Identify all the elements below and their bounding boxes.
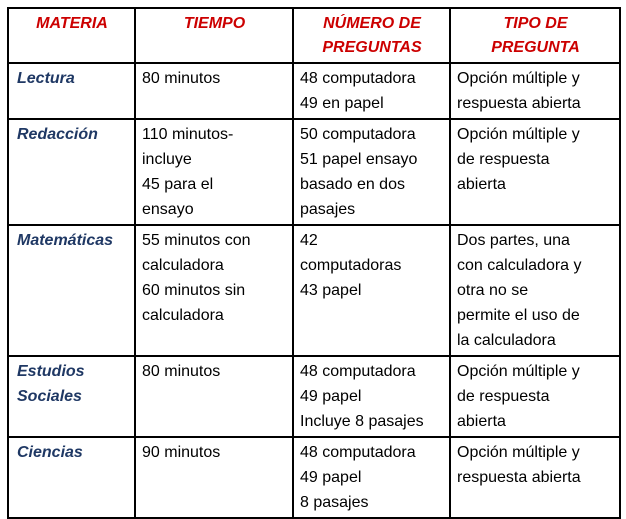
table-row-redaccion: Redacción 110 minutos- incluye 45 para e… bbox=[7, 118, 621, 226]
table-row-estudios-sociales: Estudios Sociales 80 minutos 48 computad… bbox=[7, 355, 621, 438]
tiempo-cell: 55 minutos con calculadora 60 minutos si… bbox=[134, 224, 294, 357]
column-header-tiempo: TIEMPO bbox=[134, 7, 294, 64]
column-header-numero-de-preguntas: NÚMERO DE PREGUNTAS bbox=[292, 7, 451, 64]
table-row-matematicas: Matemáticas 55 minutos con calculadora 6… bbox=[7, 224, 621, 357]
table-row-lectura: Lectura 80 minutos 48 computadora 49 en … bbox=[7, 62, 621, 120]
numero-cell: 42 computadoras 43 papel bbox=[292, 224, 451, 357]
tipo-cell: Dos partes, una con calculadora y otra n… bbox=[449, 224, 621, 357]
tiempo-cell: 80 minutos bbox=[134, 62, 294, 120]
exam-subjects-table: MATERIA TIEMPO NÚMERO DE PREGUNTAS TIPO … bbox=[7, 7, 621, 519]
tiempo-cell: 80 minutos bbox=[134, 355, 294, 438]
header-row: MATERIA TIEMPO NÚMERO DE PREGUNTAS TIPO … bbox=[7, 7, 621, 64]
tipo-cell: Opción múltiple y de respuesta abierta bbox=[449, 355, 621, 438]
subject-cell: Lectura bbox=[7, 62, 136, 120]
tipo-cell: Opción múltiple y de respuesta abierta bbox=[449, 118, 621, 226]
subject-cell: Redacción bbox=[7, 118, 136, 226]
column-header-materia: MATERIA bbox=[7, 7, 136, 64]
tiempo-cell: 90 minutos bbox=[134, 436, 294, 519]
table-row-ciencias: Ciencias 90 minutos 48 computadora 49 pa… bbox=[7, 436, 621, 519]
tipo-cell: Opción múltiple y respuesta abierta bbox=[449, 436, 621, 519]
subject-cell: Matemáticas bbox=[7, 224, 136, 357]
tipo-cell: Opción múltiple y respuesta abierta bbox=[449, 62, 621, 120]
subject-cell: Ciencias bbox=[7, 436, 136, 519]
column-header-tipo-de-pregunta: TIPO DE PREGUNTA bbox=[449, 7, 621, 64]
numero-cell: 48 computadora 49 papel 8 pasajes bbox=[292, 436, 451, 519]
numero-cell: 48 computadora 49 papel Incluye 8 pasaje… bbox=[292, 355, 451, 438]
subject-cell: Estudios Sociales bbox=[7, 355, 136, 438]
numero-cell: 48 computadora 49 en papel bbox=[292, 62, 451, 120]
tiempo-cell: 110 minutos- incluye 45 para el ensayo bbox=[134, 118, 294, 226]
numero-cell: 50 computadora 51 papel ensayo basado en… bbox=[292, 118, 451, 226]
